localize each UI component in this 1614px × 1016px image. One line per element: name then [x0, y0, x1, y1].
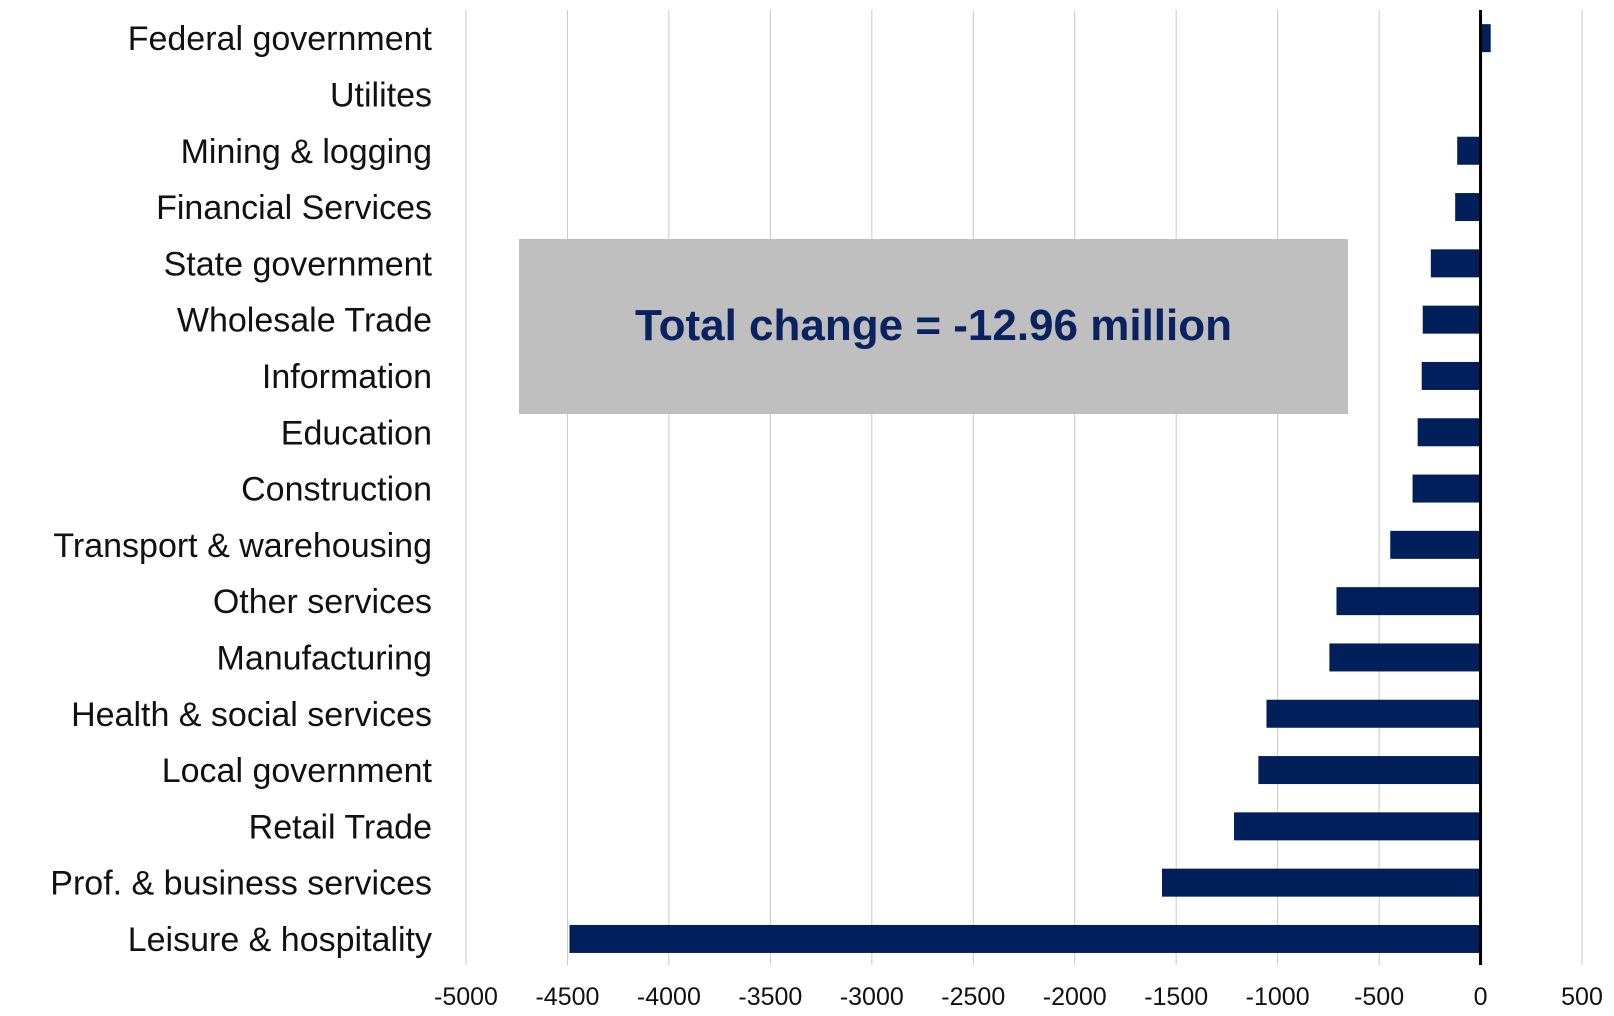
- category-label: Information: [262, 358, 432, 396]
- x-tick-label: -4500: [535, 983, 599, 1011]
- x-tick-label: 0: [1474, 983, 1488, 1011]
- bar: [1390, 530, 1481, 559]
- annotation-box: [519, 239, 1348, 414]
- bar: [1455, 193, 1481, 222]
- category-label: State government: [164, 245, 433, 283]
- bar: [1417, 418, 1481, 447]
- category-label: Prof. & business services: [50, 865, 432, 903]
- category-label: Construction: [241, 471, 432, 509]
- category-label: Health & social services: [71, 696, 432, 734]
- annotation-text: Total change = -12.96 million: [635, 301, 1232, 350]
- bar: [1329, 643, 1481, 672]
- x-tick-label: -1000: [1246, 983, 1310, 1011]
- category-label: Transport & warehousing: [53, 527, 432, 565]
- category-label: Education: [281, 414, 432, 452]
- x-tick-label: -4000: [637, 983, 701, 1011]
- bar: [1412, 474, 1481, 503]
- bar: [1161, 868, 1481, 897]
- bar: [1266, 699, 1481, 728]
- bars: [569, 24, 1491, 953]
- category-label: Federal government: [128, 20, 433, 58]
- x-tick-labels: -5000 -4500 -4000 -3500 -3000 -2500 -2000 -1500…: [434, 983, 1603, 1011]
- bar: [1336, 587, 1481, 616]
- x-tick-label: -1500: [1144, 983, 1208, 1011]
- x-tick-label: 500: [1561, 983, 1603, 1011]
- category-label: Other services: [213, 583, 432, 621]
- x-tick-label: -5000: [434, 983, 498, 1011]
- bar: [569, 924, 1481, 953]
- gridlines: [465, 10, 1583, 965]
- annotation: Total change = -12.96 million: [519, 239, 1348, 414]
- bar: [1480, 24, 1491, 53]
- category-label: Wholesale Trade: [177, 302, 432, 340]
- category-label: Leisure & hospitality: [128, 921, 432, 959]
- category-label: Manufacturing: [217, 639, 432, 677]
- bar: [1422, 305, 1481, 334]
- x-tick-label: -2000: [1043, 983, 1107, 1011]
- bar: [1430, 249, 1481, 278]
- category-label: Mining & logging: [181, 133, 432, 171]
- bar: [1234, 812, 1481, 841]
- category-label: Utilites: [330, 76, 432, 114]
- bar: [1421, 361, 1481, 390]
- category-label: Financial Services: [156, 189, 432, 227]
- category-label: Retail Trade: [249, 808, 432, 846]
- x-tick-label: -2500: [941, 983, 1005, 1011]
- x-tick-label: -500: [1354, 983, 1404, 1011]
- bar: [1457, 136, 1481, 165]
- category-label: Local government: [162, 752, 433, 790]
- bar: [1258, 756, 1481, 785]
- x-tick-label: -3500: [738, 983, 802, 1011]
- category-labels: Federal government Utilites Mining & loggi…: [50, 20, 432, 959]
- x-tick-label: -3000: [840, 983, 904, 1011]
